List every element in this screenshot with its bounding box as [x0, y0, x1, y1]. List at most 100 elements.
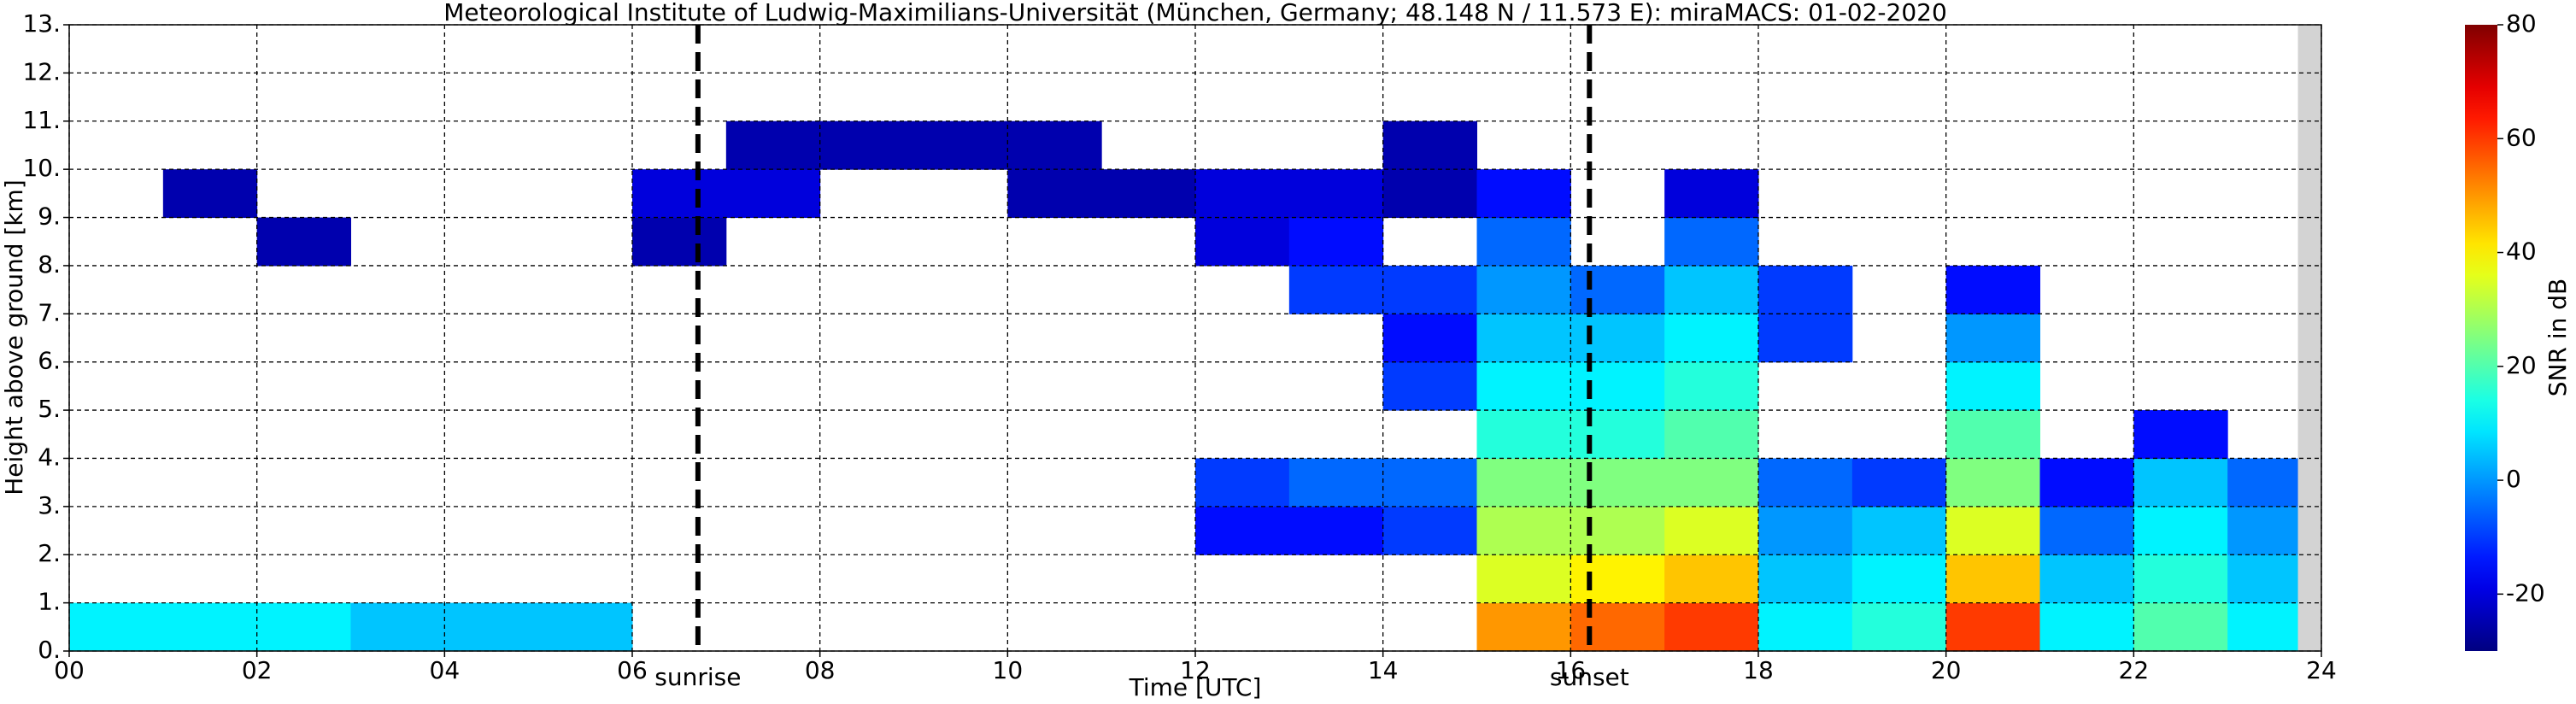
y-tick-label: 0.: [38, 636, 61, 664]
x-tick-label: 16: [1556, 656, 1587, 684]
heatmap-cell: [162, 169, 258, 219]
heatmap-cell: [2039, 602, 2134, 652]
heatmap-cell: [1570, 554, 1665, 604]
heatmap-cell: [1570, 458, 1665, 507]
x-tick-label: 10: [993, 656, 1024, 684]
heatmap-cell: [1664, 314, 1759, 363]
colorbar-tick-label: -20: [2506, 578, 2545, 607]
y-tick-label: 13.: [22, 9, 61, 38]
heatmap-cell: [1288, 217, 1384, 267]
x-tick-label: 22: [2119, 656, 2150, 684]
heatmap-cell: [1945, 554, 2040, 604]
heatmap-cell: [1195, 458, 1290, 507]
heatmap-cell: [1195, 169, 1290, 219]
heatmap-cell: [1476, 169, 1571, 219]
heatmap-cell: [1382, 361, 1477, 411]
heatmap-cell: [1288, 458, 1384, 507]
x-tick-label: 14: [1368, 656, 1399, 684]
colorbar-tick-label: 40: [2506, 238, 2537, 266]
heatmap-cell: [1945, 506, 2040, 555]
heatmap-cell: [1195, 506, 1290, 555]
heatmap-cell: [1476, 554, 1571, 604]
heatmap-cell: [2039, 458, 2134, 507]
heatmap-cell: [1851, 506, 1947, 555]
heatmap-cell: [1664, 169, 1759, 219]
heatmap-cell: [1664, 217, 1759, 267]
heatmap-cell: [1851, 554, 1947, 604]
x-tick-label: 06: [617, 656, 648, 684]
heatmap-cell: [2039, 506, 2134, 555]
no-data-region: [2297, 25, 2321, 651]
heatmap-cell: [1007, 120, 1102, 170]
heatmap-cell: [632, 169, 727, 219]
heatmap-cell: [1945, 361, 2040, 411]
heatmap-cell: [1664, 602, 1759, 652]
y-tick-label: 5.: [38, 395, 61, 423]
heatmap-cell: [1664, 410, 1759, 459]
y-tick-label: 6.: [38, 347, 61, 375]
y-tick-label: 11.: [22, 106, 61, 134]
heatmap-cell: [162, 602, 258, 652]
heatmap-cell: [1382, 169, 1477, 219]
heatmap-cell: [1195, 217, 1290, 267]
colorbar-tick-label: 60: [2506, 123, 2537, 151]
y-tick-label: 7.: [38, 298, 61, 326]
heatmap-cell: [1664, 361, 1759, 411]
heatmap-cell: [1382, 265, 1477, 314]
heatmap-cell: [1476, 217, 1571, 267]
heatmap-cell: [1288, 169, 1384, 219]
heatmap-cell: [1945, 602, 2040, 652]
heatmap-cell: [1758, 602, 1853, 652]
plot-frame: [68, 24, 2322, 652]
heatmap-cell: [819, 120, 914, 170]
heatmap-cell: [1758, 506, 1853, 555]
heatmap-cell: [725, 120, 821, 170]
heatmap-cell: [1664, 458, 1759, 507]
heatmap-cell: [1382, 458, 1477, 507]
y-tick-label: 12.: [22, 57, 61, 85]
x-axis-label: Time [UTC]: [1129, 673, 1262, 701]
heatmap-cell: [1476, 602, 1571, 652]
heatmap-cell: [1570, 506, 1665, 555]
heatmap-cell: [2133, 506, 2228, 555]
heatmap-cell: [1570, 361, 1665, 411]
y-tick-label: 8.: [38, 250, 61, 279]
heatmap-cell: [1570, 410, 1665, 459]
heatmap-cell: [1288, 506, 1384, 555]
heatmap-cell: [1758, 314, 1853, 363]
heatmap-cell: [350, 602, 445, 652]
heatmap-cell: [1382, 506, 1477, 555]
chart-title: Meteorological Institute of Ludwig-Maxim…: [443, 0, 1947, 26]
heatmap-cell: [1851, 602, 1947, 652]
heatmap-cell: [1570, 314, 1665, 363]
colorbar-tick-label: 80: [2506, 9, 2537, 38]
heatmap-cell: [632, 217, 727, 267]
heatmap-cell: [1476, 410, 1571, 459]
heatmap-cell: [2133, 410, 2228, 459]
heatmap-cell: [1007, 169, 1102, 219]
heatmap-cell: [1570, 265, 1665, 314]
heatmap-cell: [1851, 458, 1947, 507]
heatmap-cell: [1476, 314, 1571, 363]
x-tick-label: 12: [1180, 656, 1211, 684]
heatmap-cell: [1382, 314, 1477, 363]
colorbar-tick-label: 0: [2506, 465, 2521, 493]
colorbar-tick-label: 20: [2506, 351, 2537, 379]
heatmap-cell: [69, 602, 164, 652]
x-tick-label: 04: [430, 656, 461, 684]
heatmap-cell: [913, 120, 1008, 170]
colorbar: [2465, 25, 2497, 651]
x-tick-label: 00: [54, 656, 85, 684]
heatmap-cell: [1758, 554, 1853, 604]
heatmap-cell: [1476, 506, 1571, 555]
heatmap-cell: [2133, 458, 2228, 507]
heatmap-cell: [1382, 120, 1477, 170]
y-tick-label: 1.: [38, 588, 61, 616]
y-tick-label: 4.: [38, 443, 61, 471]
heatmap-cell: [256, 217, 351, 267]
heatmap-cell: [256, 602, 351, 652]
colorbar-label: SNR in dB: [2544, 279, 2572, 396]
heatmap-cell: [1758, 458, 1853, 507]
annotation-label: sunrise: [654, 663, 741, 691]
